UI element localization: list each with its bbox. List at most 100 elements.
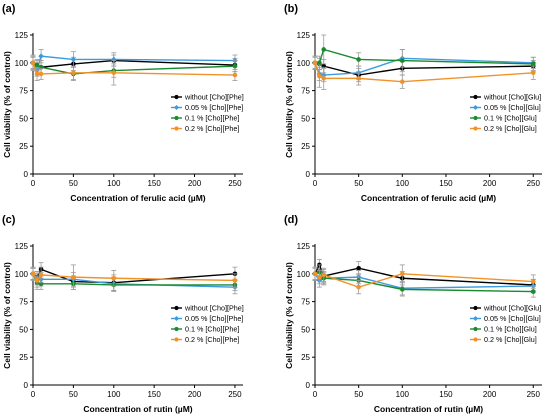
x-tick-label: 200 [483, 179, 497, 188]
legend-swatch-marker [473, 316, 478, 321]
data-point [30, 60, 36, 66]
data-point [321, 272, 327, 278]
legend-label: 0.2 % [Cho][Glu] [484, 335, 537, 344]
series-3 [312, 55, 536, 90]
series-2 [312, 34, 536, 73]
legend-label: 0.1 % [Cho][Glu] [484, 325, 537, 334]
y-tick-label: 125 [15, 31, 29, 40]
data-point [356, 284, 361, 290]
y-tick-label: 0 [24, 381, 29, 390]
x-tick-label: 50 [354, 390, 363, 399]
x-tick-label: 200 [188, 390, 202, 399]
data-point [356, 265, 361, 271]
legend-swatch-marker [473, 105, 478, 110]
data-point [111, 70, 117, 76]
series-3 [312, 264, 536, 295]
legend-label: 0.05 % [Cho][Glu] [484, 314, 541, 323]
series-1 [312, 49, 537, 83]
y-tick-label: 125 [297, 31, 311, 40]
data-point [38, 272, 44, 278]
chart-panel-3: (d) 0 25 50 75 100 125 0 50 100 150 200 250 Concentra… [284, 214, 542, 414]
y-tick-label: 100 [15, 59, 29, 68]
y-tick-label: 50 [19, 325, 28, 334]
panel-label: (a) [2, 3, 16, 15]
x-axis-title: Concentration of ferulic acid (µM) [361, 193, 496, 203]
x-tick-label: 250 [228, 179, 242, 188]
y-tick-label: 0 [306, 170, 311, 179]
legend-label: 0.05 % [Cho][Glu] [484, 103, 541, 112]
y-tick-label: 75 [19, 87, 28, 96]
legend-swatch-marker [174, 94, 179, 100]
data-point [317, 60, 322, 66]
legend-label: 0.2 % [Cho][Phe] [185, 335, 239, 344]
x-tick-label: 200 [483, 390, 497, 399]
data-point [321, 76, 327, 81]
legend-swatch-marker [473, 305, 478, 311]
chart-panel-0: (a) 0 25 50 75 100 125 0 50 100 150 200 250 Concentra… [2, 3, 244, 203]
legend-label: without [Cho][Phe] [184, 304, 244, 313]
x-tick-label: 0 [31, 390, 36, 399]
series-line [32, 59, 235, 68]
legend-label: 0.1 % [Cho][Glu] [484, 114, 537, 123]
x-tick-label: 100 [396, 390, 410, 399]
y-tick-label: 75 [301, 298, 310, 307]
panel-label: (c) [2, 214, 16, 226]
series-line [314, 273, 534, 289]
x-tick-label: 150 [439, 179, 453, 188]
panel-label: (d) [284, 214, 298, 226]
y-tick-label: 75 [301, 87, 310, 96]
x-tick-label: 150 [147, 390, 161, 399]
data-point [71, 274, 76, 280]
legend: without [Cho][Glu]0.05 % [Cho][Glu] 0.1 %… [470, 304, 541, 344]
y-axis-title: Cell viability (% of control) [284, 51, 294, 158]
y-tick-label: 25 [19, 142, 28, 151]
chart-panel-2: (c) 0 25 50 75 100 125 0 50 100 150 200 250 Concentra… [2, 214, 244, 414]
x-tick-label: 0 [31, 179, 36, 188]
legend-label: 0.05 % [Cho][Phe] [185, 314, 243, 323]
data-point [312, 60, 318, 66]
x-tick-label: 50 [354, 179, 363, 188]
data-point [111, 275, 117, 281]
y-tick-label: 100 [15, 270, 29, 279]
legend: without [Cho][Phe]0.05 % [Cho][Phe] 0.1 %… [171, 304, 244, 344]
data-point [232, 63, 238, 69]
legend-swatch-marker [473, 326, 478, 332]
data-point [34, 278, 40, 283]
x-axis-title: Concentration of ferulic acid (µM) [70, 193, 205, 203]
data-point [34, 62, 40, 68]
chart-panel-1: (b) 0 25 50 75 100 125 0 50 100 150 200 250 Concentra… [284, 3, 542, 203]
data-point [356, 57, 361, 62]
data-point [400, 287, 405, 292]
data-point [400, 58, 405, 63]
x-axis-title: Concentration of rutin (µM) [374, 404, 483, 414]
y-axis-title: Cell viability (% of control) [2, 262, 12, 369]
x-tick-label: 50 [69, 390, 78, 399]
x-tick-label: 150 [147, 179, 161, 188]
data-point [530, 61, 536, 67]
data-point [317, 274, 322, 280]
legend-label: without [Cho][Glu] [483, 93, 541, 102]
y-tick-label: 125 [297, 242, 311, 251]
x-tick-label: 100 [107, 390, 121, 399]
y-tick-label: 25 [301, 142, 310, 151]
legend-swatch-marker [174, 115, 179, 121]
y-tick-label: 25 [301, 353, 310, 362]
legend: without [Cho][Glu]0.05 % [Cho][Glu] 0.1 %… [470, 93, 541, 133]
legend-swatch-marker [473, 126, 478, 131]
legend-swatch-marker [174, 126, 179, 131]
data-point [232, 278, 238, 283]
series-3 [30, 54, 238, 86]
data-point [312, 271, 318, 277]
legend-label: 0.2 % [Cho][Phe] [185, 124, 239, 133]
x-tick-label: 250 [527, 390, 541, 399]
data-point [530, 279, 536, 284]
legend-swatch-marker [473, 94, 478, 100]
y-tick-label: 25 [19, 353, 28, 362]
x-tick-label: 250 [228, 390, 242, 399]
y-tick-label: 50 [301, 114, 310, 123]
legend-label: 0.1 % [Cho][Phe] [185, 114, 239, 123]
y-axis-title: Cell viability (% of control) [284, 262, 294, 369]
y-tick-label: 100 [297, 270, 311, 279]
legend-swatch-marker [174, 316, 179, 321]
legend-label: 0.1 % [Cho][Phe] [185, 325, 239, 334]
